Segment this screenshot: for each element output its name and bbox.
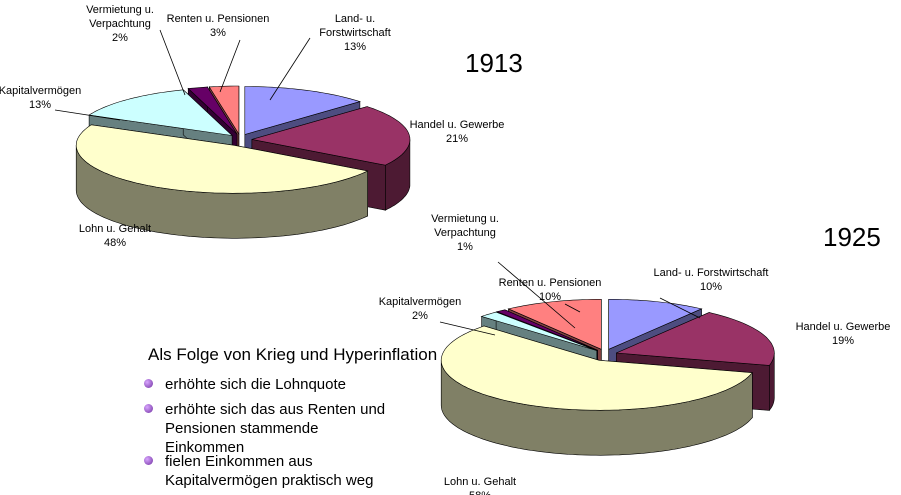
slice-label: Renten u. Pensionen 10% <box>495 276 605 304</box>
slice <box>88 89 234 136</box>
slice-label: Lohn u. Gehalt 48% <box>60 222 170 250</box>
value-label: 1% <box>457 241 473 253</box>
leader-line <box>439 321 496 336</box>
slice-label: Land- u. Forstwirtschaft 13% <box>300 12 410 54</box>
bullet-text: erhöhte sich das aus Renten und Pensione… <box>165 401 386 456</box>
bullet-item: erhöhte sich das aus Renten und Pensione… <box>144 400 395 457</box>
pie <box>75 85 411 239</box>
value-label: 2% <box>112 32 128 44</box>
bullet-text: fielen Einkommen aus Kapitalvermögen pra… <box>165 453 374 489</box>
slice <box>244 86 361 135</box>
value-label: 48% <box>103 237 127 249</box>
slice <box>208 85 240 136</box>
slice <box>75 124 369 194</box>
category-label: Renten u. Pensionen <box>166 13 270 25</box>
leader-line <box>269 37 311 101</box>
slice <box>480 311 597 351</box>
chart-title: 1913 <box>465 48 523 78</box>
chart-title: 1925 <box>823 222 881 252</box>
leader-line <box>564 303 581 313</box>
slice-label: Handel u. Gewerbe 21% <box>402 118 512 146</box>
category-label: Vermietung u. Verpachtung <box>86 4 154 30</box>
category-label: Handel u. Gewerbe <box>795 321 891 333</box>
leader-line <box>54 109 121 121</box>
bullet-item: erhöhte sich die Lohnquote <box>144 375 395 394</box>
slice <box>495 309 598 351</box>
value-label: 13% <box>343 41 367 53</box>
category-label: Lohn u. Gehalt <box>78 223 152 235</box>
category-label: Kapitalvermögen <box>378 296 462 308</box>
category-label: Renten u. Pensionen <box>498 277 602 289</box>
category-label: Land- u. Forstwirtschaft <box>653 267 769 279</box>
category-label: Vermietung u. Verpachtung <box>431 213 499 239</box>
value-label: 2% <box>412 310 428 322</box>
bullet-text: erhöhte sich die Lohnquote <box>165 376 346 393</box>
leader-line <box>659 297 701 319</box>
category-label: Handel u. Gewerbe <box>409 119 505 131</box>
slice <box>251 106 411 166</box>
slice-label: Renten u. Pensionen 3% <box>163 12 273 40</box>
value-label: 19% <box>831 335 855 347</box>
value-label: 21% <box>445 133 469 145</box>
leader-line <box>159 29 186 96</box>
slice <box>187 86 238 135</box>
slice-label: Handel u. Gewerbe 19% <box>778 320 901 348</box>
slice-label: Vermietung u. Verpachtung 1% <box>410 212 520 254</box>
slice-label: Lohn u. Gehalt58% <box>425 475 535 495</box>
category-label: Kapitalvermögen <box>0 85 82 97</box>
value-label: 58% <box>425 489 535 495</box>
slice <box>507 298 602 350</box>
category-label: Land- u. Forstwirtschaft <box>319 13 391 39</box>
leader-line <box>219 39 241 93</box>
slice <box>440 325 753 411</box>
pie <box>440 298 775 456</box>
bullet-item: fielen Einkommen aus Kapitalvermögen pra… <box>144 452 395 490</box>
bullet-icon <box>144 456 153 465</box>
slice-label: Vermietung u. Verpachtung 2% <box>75 3 165 45</box>
leader-line <box>497 261 576 329</box>
slice-label: Land- u. Forstwirtschaft 10% <box>636 266 786 294</box>
bullet-icon <box>144 379 153 388</box>
value-label: 3% <box>210 27 226 39</box>
category-label: Lohn u. Gehalt <box>443 476 517 488</box>
heading: Als Folge von Krieg und Hyperinflation <box>148 345 438 364</box>
value-label: 13% <box>28 99 52 111</box>
slice-label: Kapitalvermögen 13% <box>0 84 85 112</box>
bullet-icon <box>144 404 153 413</box>
value-label: 10% <box>538 291 562 303</box>
value-label: 10% <box>699 281 723 293</box>
slice <box>616 312 775 366</box>
slice-label: Kapitalvermögen 2% <box>375 295 465 323</box>
slice <box>608 298 703 350</box>
